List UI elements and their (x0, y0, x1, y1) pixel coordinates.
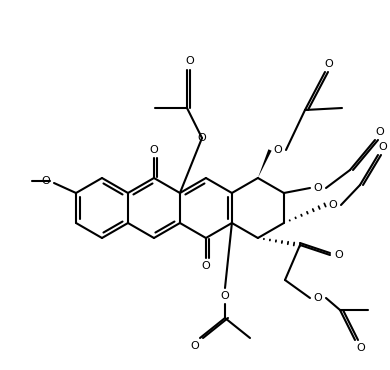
Text: O: O (198, 133, 206, 143)
Text: O: O (221, 291, 229, 301)
Text: O: O (335, 250, 343, 260)
Text: O: O (324, 59, 333, 69)
Text: O: O (379, 142, 387, 152)
Text: O: O (202, 261, 210, 271)
Text: O: O (314, 293, 323, 303)
Text: O: O (42, 176, 50, 186)
Polygon shape (258, 149, 271, 178)
Text: O: O (314, 183, 323, 193)
Text: O: O (150, 145, 158, 155)
Text: O: O (329, 200, 337, 210)
Text: O: O (191, 341, 199, 351)
Text: O: O (376, 127, 385, 137)
Text: O: O (186, 56, 194, 66)
Text: O: O (274, 145, 282, 155)
Text: O: O (356, 343, 365, 353)
